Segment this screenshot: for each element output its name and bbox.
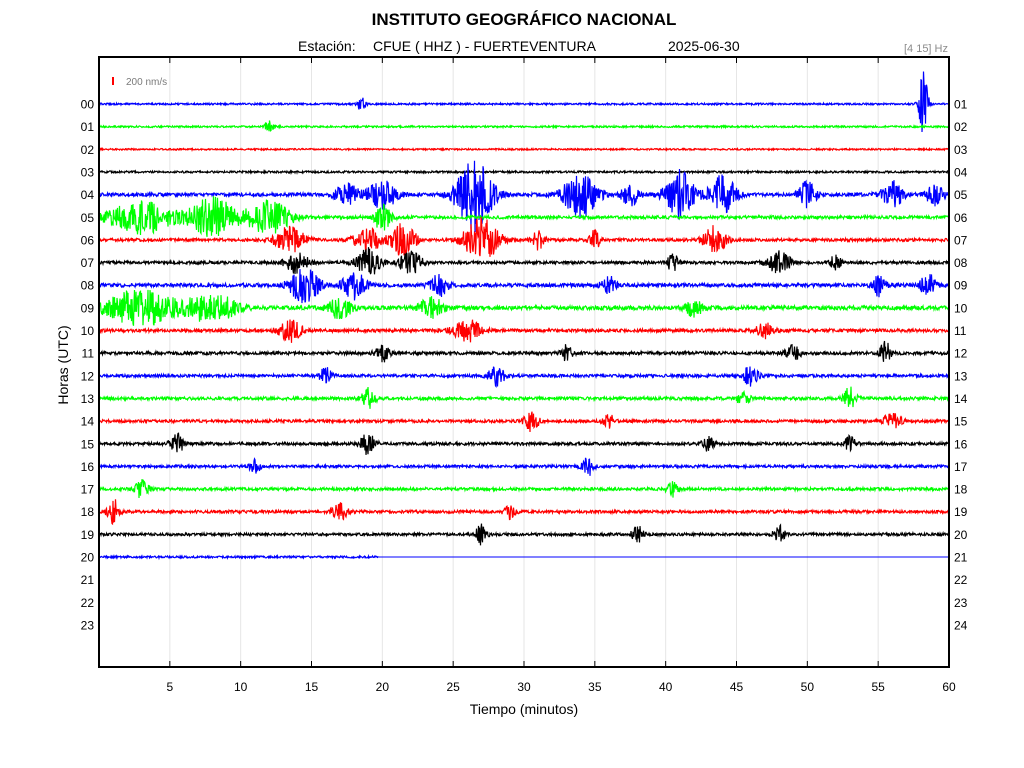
station-name: CFUE ( HHZ ) - FUERTEVENTURA <box>373 38 597 54</box>
y-tick-label-left: 21 <box>81 573 95 587</box>
trace-hour-19 <box>98 523 950 546</box>
y-tick-label-right: 06 <box>954 211 968 225</box>
x-tick-label: 5 <box>166 680 173 694</box>
y-tick-label-right: 13 <box>954 369 968 383</box>
traces <box>98 71 950 561</box>
y-tick-label-right: 21 <box>954 551 968 565</box>
station-label: Estación: <box>298 38 356 54</box>
x-axis-ticks: 5 10 15 20 25 30 35 40 45 50 55 60 <box>166 57 956 694</box>
trace-hour-10 <box>98 319 950 343</box>
trace-hour-05 <box>98 196 950 237</box>
x-tick-label: 20 <box>376 680 390 694</box>
y-tick-label-left: 14 <box>81 415 95 429</box>
y-tick-label-right: 10 <box>954 301 968 315</box>
filter-band: [4 15] Hz <box>904 43 948 55</box>
y-tick-label-left: 11 <box>82 347 95 361</box>
trace-hour-14 <box>98 411 950 433</box>
y-tick-label-right: 09 <box>954 279 968 293</box>
vertical-grid <box>169 57 879 667</box>
y-tick-label-right: 02 <box>954 120 968 134</box>
y-tick-label-left: 04 <box>81 188 95 202</box>
y-tick-label-left: 16 <box>81 460 95 474</box>
trace-hour-03 <box>98 168 950 176</box>
trace-hour-00 <box>98 71 950 133</box>
trace-hour-11 <box>98 340 950 363</box>
trace-hour-02 <box>98 146 950 152</box>
y-tick-label-left: 23 <box>81 618 95 632</box>
y-tick-label-right: 04 <box>954 165 968 179</box>
trace-hour-20 <box>98 553 379 561</box>
y-tick-label-left: 09 <box>81 301 95 315</box>
y-tick-label-left: 17 <box>81 483 95 497</box>
trace-hour-18 <box>98 499 949 526</box>
y-tick-label-left: 00 <box>81 98 95 112</box>
x-tick-label: 10 <box>234 680 248 694</box>
plot-frame <box>98 56 950 668</box>
x-tick-label: 45 <box>730 680 744 694</box>
y-tick-label-left: 01 <box>81 120 95 134</box>
y-axis-left-labels: 00 01 02 03 04 05 06 07 08 09 10 11 12 13 14 15 16 17 18 19… <box>81 98 95 633</box>
x-tick-label: 60 <box>942 680 956 694</box>
scale-bar-label: 200 nm/s <box>126 77 167 88</box>
y-axis-label: Horas (UTC) <box>55 325 71 404</box>
y-tick-label-right: 12 <box>954 347 968 361</box>
x-axis-label: Tiempo (minutos) <box>470 701 578 717</box>
trace-hour-01 <box>98 120 950 132</box>
trace-hour-17 <box>98 479 950 499</box>
y-tick-label-right: 19 <box>954 505 968 519</box>
y-tick-label-left: 07 <box>81 256 95 270</box>
y-tick-label-left: 12 <box>81 369 95 383</box>
x-tick-label: 50 <box>801 680 815 694</box>
y-tick-label-left: 13 <box>81 392 95 406</box>
x-tick-label: 15 <box>305 680 319 694</box>
y-tick-label-right: 24 <box>954 618 968 632</box>
y-tick-label-right: 03 <box>954 143 968 157</box>
y-tick-label-right: 11 <box>954 324 967 338</box>
y-tick-label-left: 08 <box>81 279 95 293</box>
y-tick-label-left: 15 <box>81 437 95 451</box>
trace-hour-08 <box>98 269 950 304</box>
y-tick-label-right: 20 <box>954 528 968 542</box>
y-tick-label-right: 08 <box>954 256 968 270</box>
trace-hour-12 <box>98 366 950 388</box>
y-tick-label-left: 19 <box>81 528 95 542</box>
y-tick-label-right: 22 <box>954 573 968 587</box>
chart-date: 2025-06-30 <box>668 38 740 54</box>
y-tick-label-right: 23 <box>954 596 968 610</box>
y-tick-label-right: 01 <box>954 98 968 112</box>
y-axis-right-labels: 01 02 03 04 05 06 07 08 09 10 11 12 13 14 15 16 17 18 19 20… <box>954 98 968 633</box>
y-tick-label-left: 10 <box>81 324 95 338</box>
y-tick-label-right: 07 <box>954 233 968 247</box>
scale-bar <box>112 77 114 85</box>
y-tick-label-right: 18 <box>954 483 968 497</box>
y-tick-label-left: 20 <box>81 551 95 565</box>
trace-hour-15 <box>98 432 950 455</box>
x-tick-label: 40 <box>659 680 673 694</box>
y-tick-label-left: 03 <box>81 165 95 179</box>
y-tick-label-left: 18 <box>81 505 95 519</box>
x-tick-label: 35 <box>588 680 602 694</box>
chart-title: INSTITUTO GEOGRÁFICO NACIONAL <box>372 10 677 29</box>
trace-hour-13 <box>98 386 950 409</box>
trace-hour-04 <box>98 160 950 233</box>
y-tick-label-left: 02 <box>81 143 95 157</box>
y-tick-label-left: 06 <box>81 233 95 247</box>
y-tick-label-right: 14 <box>954 392 968 406</box>
y-tick-label-right: 15 <box>954 415 968 429</box>
x-tick-label: 55 <box>871 680 885 694</box>
trace-hour-06 <box>98 217 950 257</box>
y-tick-label-right: 16 <box>954 437 968 451</box>
x-tick-label: 30 <box>517 680 531 694</box>
y-tick-label-right: 05 <box>954 188 968 202</box>
y-tick-label-left: 05 <box>81 211 95 225</box>
trace-hour-09 <box>98 289 950 326</box>
trace-hour-16 <box>98 457 950 476</box>
y-tick-label-left: 22 <box>81 596 95 610</box>
trace-hour-07 <box>98 247 950 275</box>
y-tick-label-right: 17 <box>954 460 968 474</box>
x-tick-label: 25 <box>446 680 460 694</box>
